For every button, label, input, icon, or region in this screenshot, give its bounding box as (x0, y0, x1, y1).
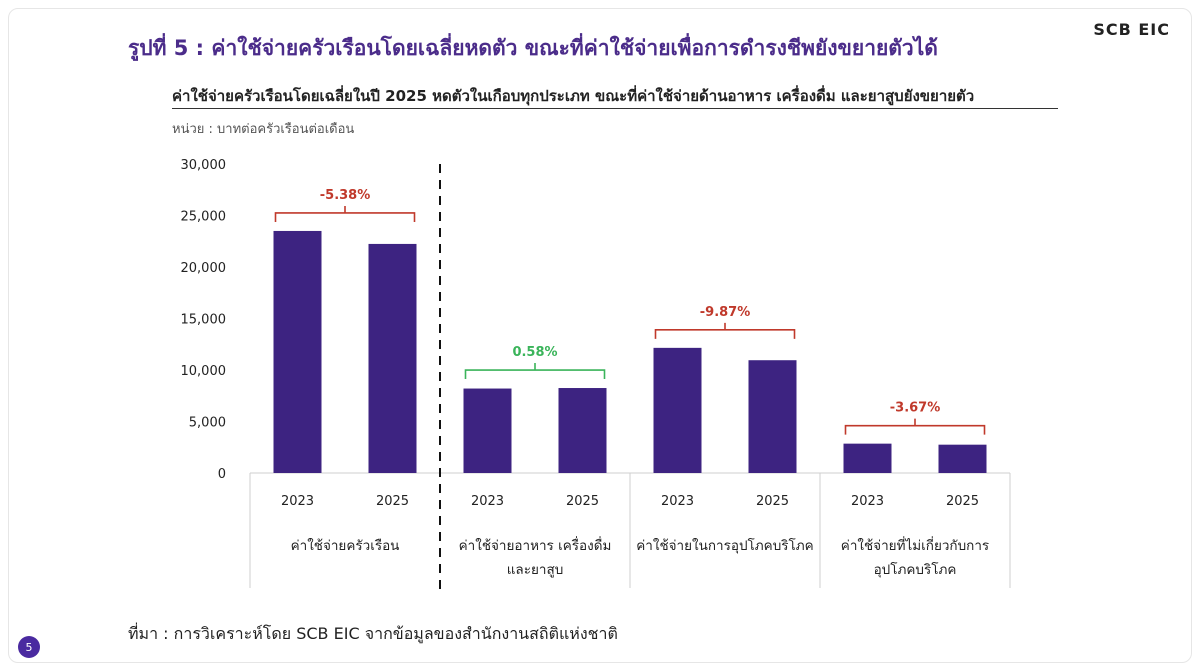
bar (463, 388, 512, 473)
change-label: 0.58% (512, 345, 557, 360)
x-tick-label: 2025 (946, 494, 979, 509)
change-label: -3.67% (890, 401, 941, 416)
x-tick-label: 2025 (566, 494, 599, 509)
category-label: ค่าใช้จ่ายครัวเรือน (291, 537, 400, 554)
bar (843, 443, 892, 473)
change-label: -9.87% (700, 305, 751, 320)
change-bracket (844, 418, 986, 435)
change-bracket (464, 363, 606, 380)
page-number-badge: 5 (18, 636, 40, 658)
category-label: อุปโภคบริโภค (874, 561, 957, 578)
bar (938, 444, 987, 473)
y-tick-label: 30,000 (181, 158, 227, 173)
y-tick-label: 25,000 (181, 210, 227, 225)
title-underline (172, 108, 1058, 109)
bar (653, 347, 702, 473)
y-tick-label: 0 (218, 467, 226, 482)
change-bracket (654, 322, 796, 339)
x-tick-label: 2023 (851, 494, 884, 509)
category-label: ค่าใช้จ่ายที่ไม่เกี่ยวกับการ (841, 536, 989, 554)
change-label: -5.38% (320, 188, 371, 203)
y-tick-label: 20,000 (181, 261, 227, 276)
y-tick-label: 15,000 (181, 313, 227, 328)
slide-frame (8, 8, 1192, 663)
chart-title: ค่าใช้จ่ายครัวเรือนโดยเฉลี่ยในปี 2025 หด… (172, 87, 975, 105)
category-label: ค่าใช้จ่ายอาหาร เครื่องดื่ม (459, 536, 612, 554)
y-tick-label: 5,000 (189, 416, 226, 431)
bar (748, 360, 797, 473)
x-tick-label: 2023 (281, 494, 314, 509)
category-label: ค่าใช้จ่ายในการอุปโภคบริโภค (636, 537, 813, 554)
bar (558, 388, 607, 473)
unit-label: หน่วย : บาทต่อครัวเรือนต่อเดือน (172, 122, 355, 137)
x-tick-label: 2023 (661, 494, 694, 509)
x-tick-label: 2025 (376, 494, 409, 509)
x-tick-label: 2023 (471, 494, 504, 509)
slide-title: รูปที่ 5 : ค่าใช้จ่ายครัวเรือนโดยเฉลี่ยห… (128, 36, 938, 60)
category-label: และยาสูบ (507, 562, 564, 578)
x-tick-label: 2025 (756, 494, 789, 509)
bar (368, 243, 417, 473)
bar (273, 230, 322, 473)
source-note: ที่มา : การวิเคราะห์โดย SCB EIC จากข้อมู… (128, 624, 618, 643)
scb-eic-logo: SCB EIC (1093, 20, 1170, 39)
change-bracket (274, 205, 416, 222)
y-tick-label: 10,000 (181, 364, 227, 379)
